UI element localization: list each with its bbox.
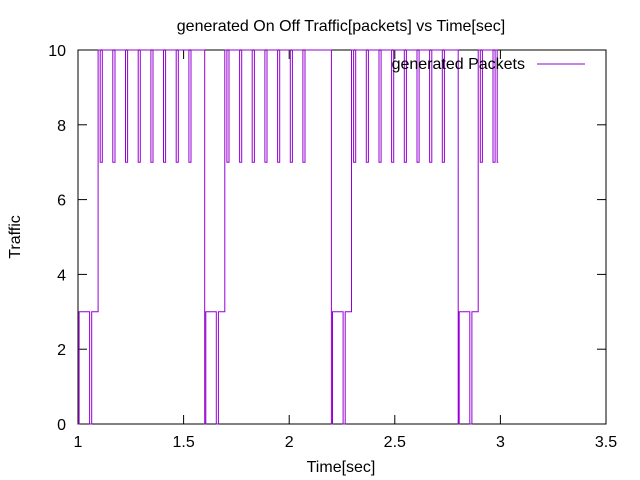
plot-area: 0 2 4 6 8 10 1 1.5 2 2.5 3 3.5 [48,43,617,451]
x-tick-label: 2 [285,434,294,451]
y-tick-label: 8 [57,118,66,135]
plot-frame [77,49,607,425]
x-axis-label: Time[sec] [307,459,376,476]
y-tick-label: 2 [57,342,66,359]
legend: generated Packets [392,56,585,73]
x-tick-label: 2.5 [384,434,406,451]
x-axis: 1 1.5 2 2.5 3 3.5 [74,50,617,451]
x-tick-label: 1.5 [172,434,194,451]
legend-label: generated Packets [392,56,525,73]
y-tick-label: 10 [48,43,66,60]
y-axis: 0 2 4 6 8 10 [48,43,606,434]
chart-title: generated On Off Traffic[packets] vs Tim… [177,18,505,35]
x-tick-label: 3 [496,434,505,451]
x-tick-label: 3.5 [595,434,617,451]
x-tick-label: 1 [74,434,83,451]
y-tick-label: 4 [57,267,66,284]
y-tick-label: 0 [57,417,66,434]
y-tick-label: 6 [57,193,66,210]
series-line-generated-packets [78,49,499,425]
y-axis-label: Traffic [7,215,24,259]
